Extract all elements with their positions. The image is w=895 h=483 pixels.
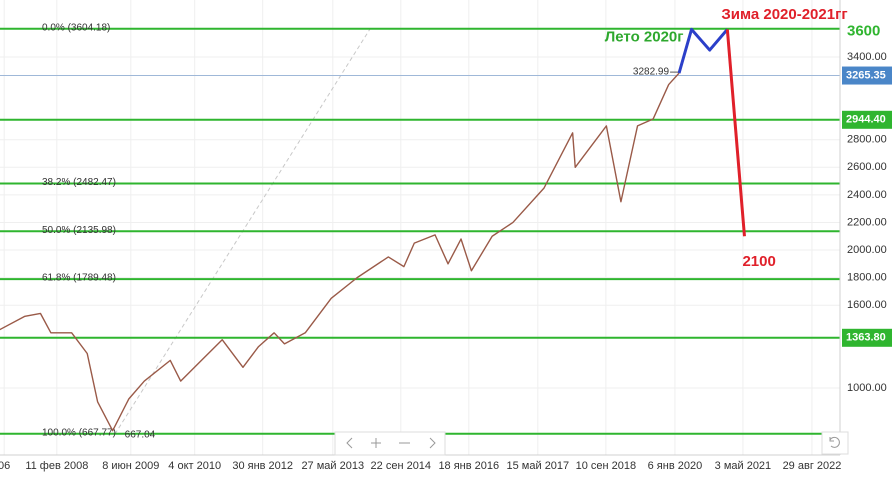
y-tick-label: 1000.00 [847,382,887,394]
x-tick-label: 06 [0,460,10,472]
controls-box [334,431,446,456]
scroll-left[interactable] [346,437,353,449]
x-tick-label: 4 окт 2010 [168,460,221,472]
y-tick-label: 2000.00 [847,244,887,256]
current-price-label: 3265.35 [846,69,886,81]
x-tick-label: 22 сен 2014 [371,460,432,472]
x-tick-label: 29 авг 2022 [783,460,842,472]
last-price-label: 3282.99 [633,67,670,78]
fib-label: 0.0% (3604.18) [42,22,110,33]
min-price-label: 667.04 [125,430,156,441]
x-tick-label: 15 май 2017 [507,460,570,472]
x-tick-label: 8 июн 2009 [102,460,159,472]
reset-icon [829,436,840,448]
y-tick-label: 1600.00 [847,299,887,311]
forecast-line [677,27,729,74]
reset-button[interactable] [821,431,849,455]
plot: 0.0% (3604.18) 38.2% (2482.47) 50.0% (2135… [0,22,840,438]
zoom-in[interactable] [371,438,381,448]
y-tick-label: 2800.00 [847,134,887,146]
forecast-top-label: 3600 [847,22,880,39]
x-tick-label: 30 янв 2012 [232,460,293,472]
y-tick-label: 3400.00 [847,51,887,63]
x-tick-label: 18 янв 2016 [438,460,499,472]
fib-label: 38.2% (2482.47) [42,177,116,188]
price-level-label: 2944.40 [846,114,886,126]
y-tick-label: 2400.00 [847,189,887,201]
x-tick-label: 11 фев 2008 [25,460,88,472]
annotation: Лето 2020г [605,28,684,45]
fib-label: 50.0% (2135.98) [42,225,116,236]
x-tick-label: 3 май 2021 [715,460,772,472]
x-tick-label: 27 май 2013 [301,460,364,472]
price-level-box [842,328,892,347]
y-tick-label: 1800.00 [847,272,887,284]
fib-label: 61.8% (1789.48) [42,273,116,284]
annotation: Зима 2020-2021гг [721,6,847,23]
fib-label: 100.0% (667.77) [42,427,116,438]
price-level-label: 1363.80 [846,332,886,344]
forecast-bottom-label: 2100 [742,253,775,270]
y-tick-label: 2200.00 [847,216,887,228]
forecast-line [725,29,746,237]
y-tick-label: 2600.00 [847,161,887,173]
scroll-right[interactable] [429,437,436,449]
price-level-box [842,110,892,129]
x-tick-label: 6 янв 2020 [648,460,703,472]
x-tick-label: 10 сен 2018 [576,460,637,472]
price-line [0,72,680,432]
scroll-controls[interactable] [334,431,849,456]
current-price-box [842,66,892,85]
